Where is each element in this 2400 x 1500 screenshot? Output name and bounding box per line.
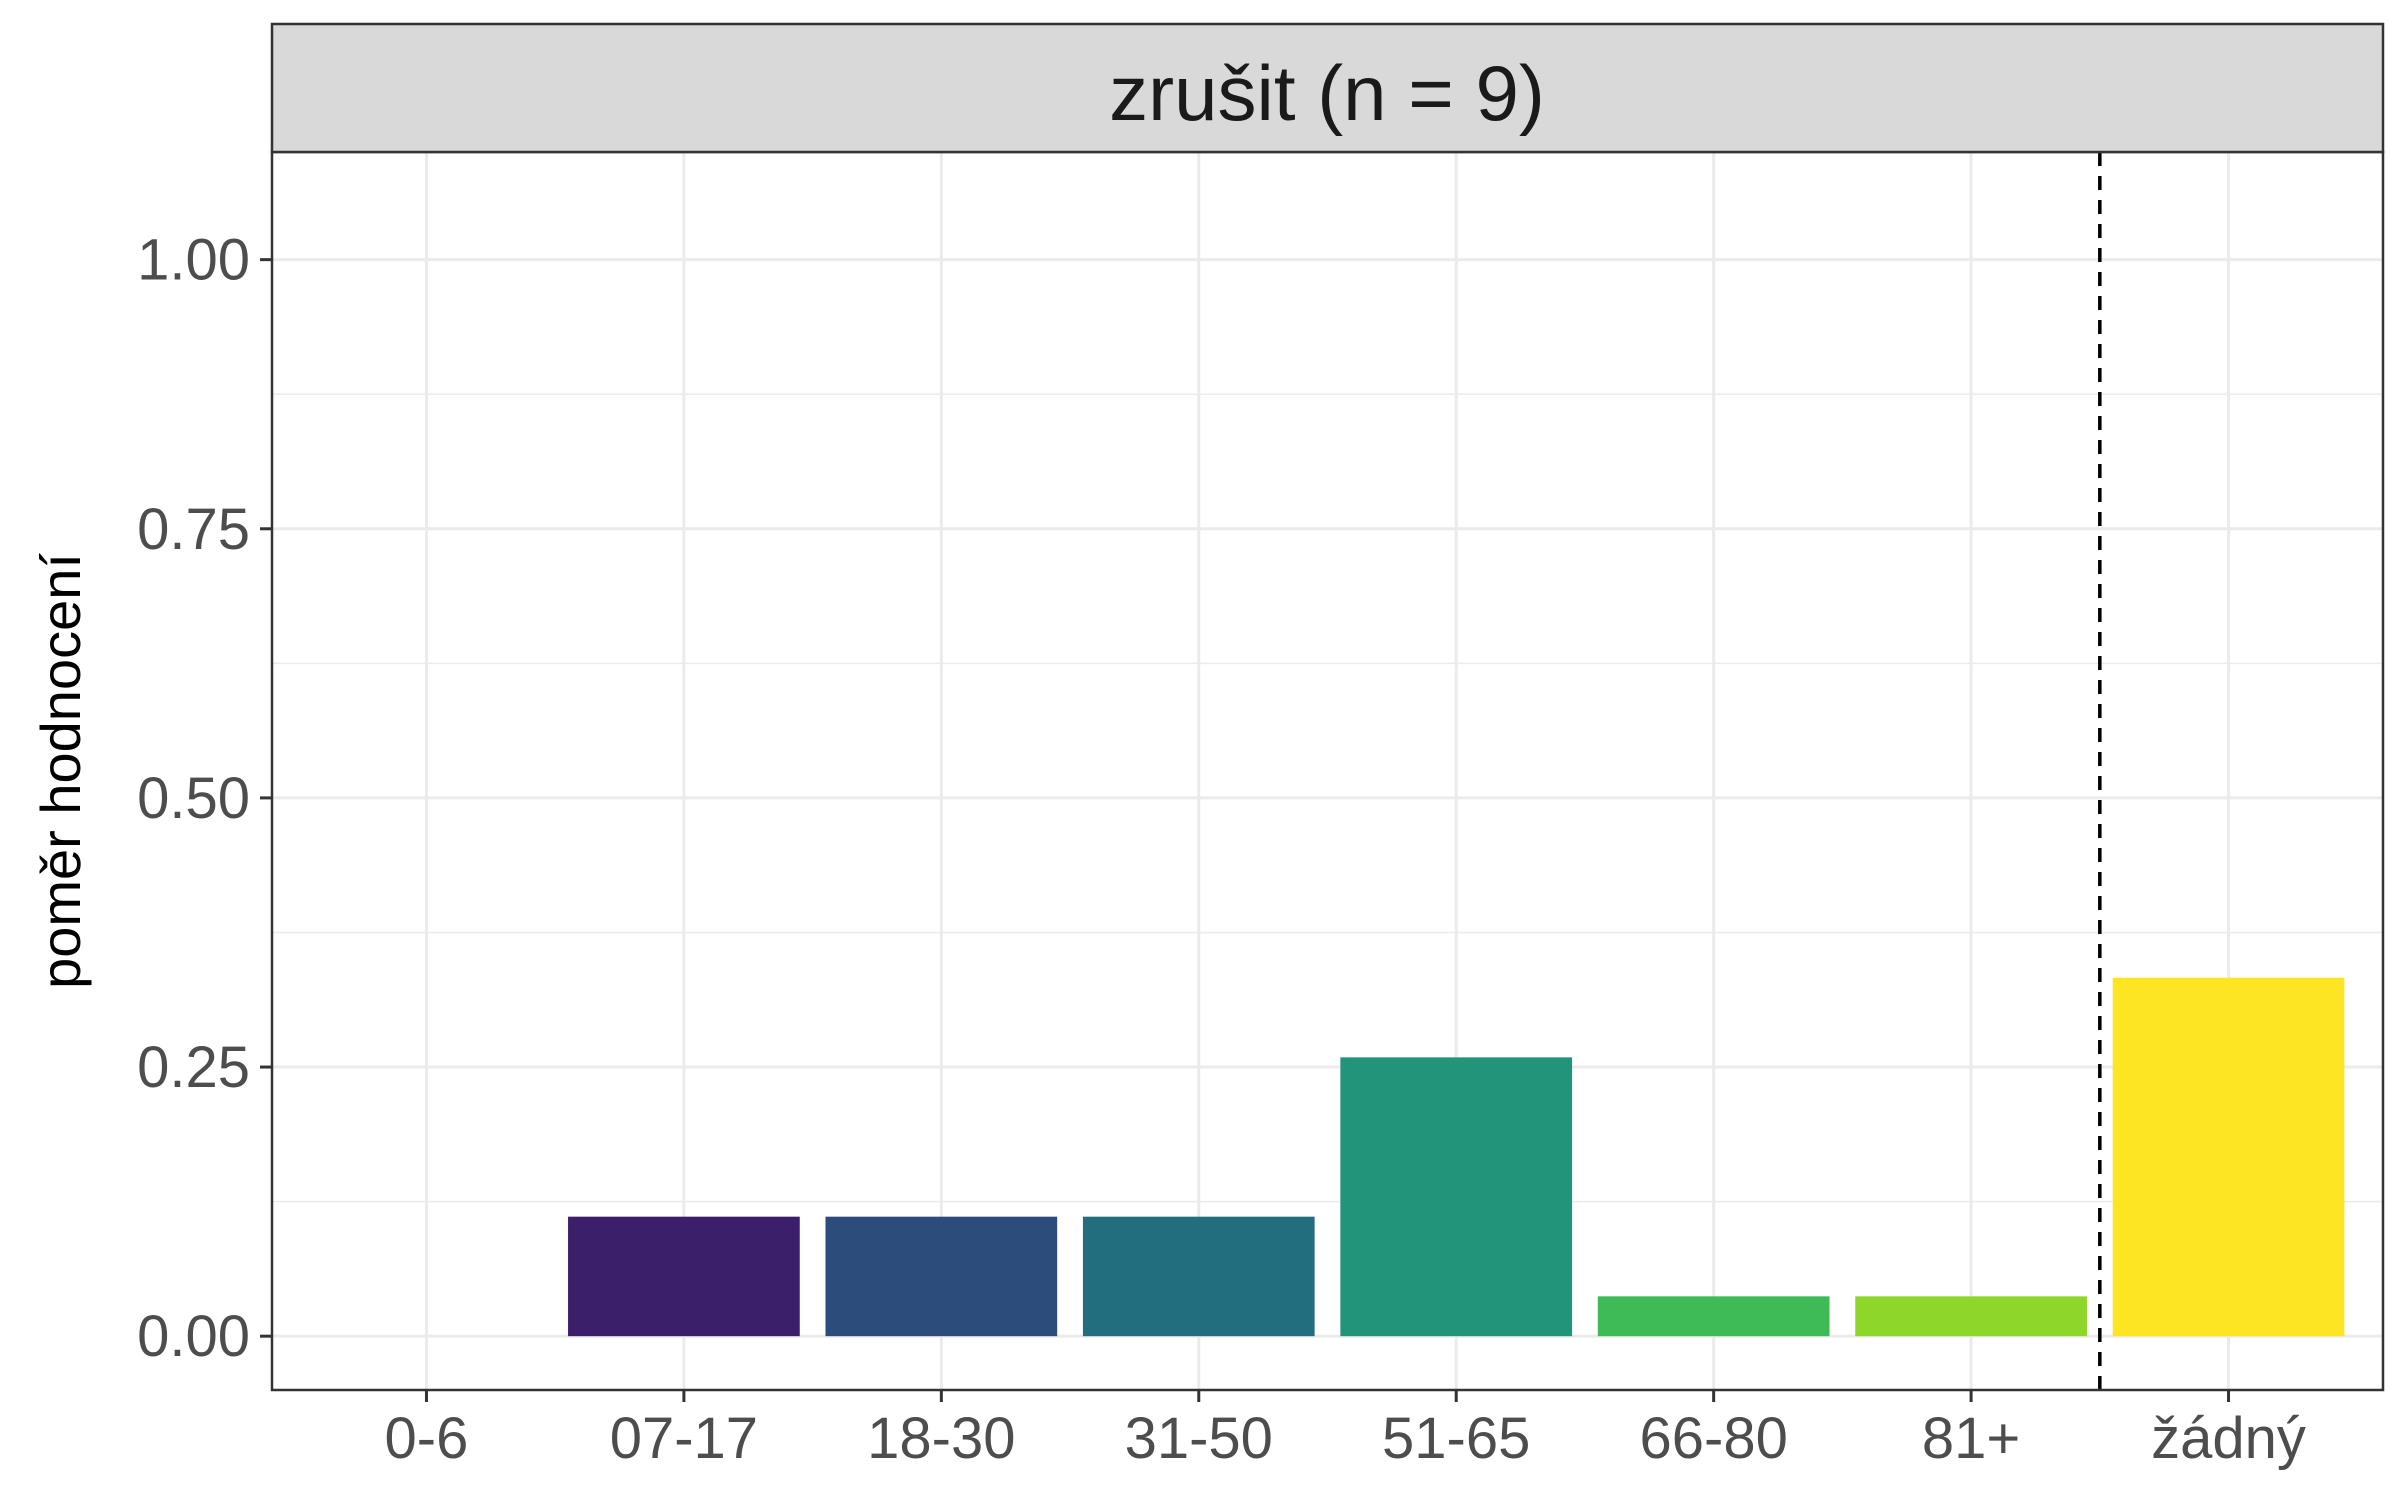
- x-tick-label: 31-50: [1125, 1406, 1273, 1471]
- y-tick-label: 0.50: [137, 766, 250, 831]
- y-axis-title: poměr hodnocení: [29, 553, 92, 989]
- bar-07-17: [568, 1216, 800, 1337]
- y-tick-label: 0.25: [137, 1035, 250, 1100]
- bar-51-65: [1340, 1057, 1573, 1337]
- bar-18-30: [825, 1216, 1058, 1337]
- x-tick-label: žádný: [2151, 1406, 2306, 1471]
- minor-gridlines: [272, 393, 2383, 1203]
- y-tick-label: 0.00: [137, 1304, 250, 1369]
- bar-žádný: [2112, 977, 2345, 1337]
- x-tick-label: 18-30: [867, 1406, 1015, 1471]
- facet-strip: [270, 22, 2385, 154]
- bar-81+: [1855, 1296, 2087, 1337]
- x-tick-label: 07-17: [610, 1406, 758, 1471]
- facet-strip-label: zrušit (n = 9): [1109, 49, 1545, 137]
- major-gridlines: [272, 152, 2383, 1390]
- x-tick-label: 51-65: [1382, 1406, 1530, 1471]
- x-tick-label: 0-6: [385, 1406, 469, 1471]
- x-tick-label: 66-80: [1639, 1406, 1787, 1471]
- x-axis: 0-6 07-17 18-30 31-50 51-65 66-80 81+ žádný: [385, 1390, 2306, 1471]
- bars: [568, 977, 2345, 1337]
- y-tick-label: 0.75: [137, 497, 250, 562]
- bar-66-80: [1597, 1296, 1830, 1337]
- y-tick-label: 1.00: [137, 228, 250, 293]
- bar-31-50: [1082, 1216, 1315, 1337]
- y-axis: 0.00 0.25 0.50 0.75 1.00: [137, 228, 272, 1369]
- x-tick-label: 81+: [1922, 1406, 2020, 1471]
